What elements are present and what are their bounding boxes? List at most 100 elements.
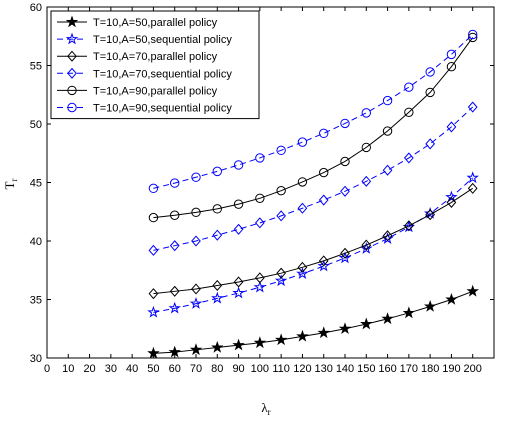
data-point	[170, 178, 180, 188]
data-point	[338, 251, 352, 264]
data-point	[253, 336, 267, 349]
data-point	[402, 306, 416, 319]
legend-marker	[65, 15, 79, 28]
data-point	[361, 175, 372, 187]
data-point	[274, 274, 288, 287]
data-point	[212, 166, 222, 177]
data-point	[276, 145, 286, 156]
legend-label: T=10,A=70,parallel policy	[93, 51, 218, 63]
legend-marker	[67, 50, 77, 62]
data-point	[296, 329, 309, 342]
data-point	[466, 284, 479, 297]
y-axis-title: Tr	[2, 179, 19, 190]
data-point	[254, 217, 265, 229]
data-point	[425, 67, 435, 77]
data-point	[467, 101, 478, 113]
data-point	[297, 261, 308, 273]
y-tick-label: 50	[30, 119, 42, 131]
y-axis: 30 35 40 45 50 55 60	[30, 2, 494, 365]
legend-entry: T=10,A=90,parallel policy	[57, 85, 218, 97]
data-point	[169, 285, 180, 297]
data-point	[169, 240, 180, 252]
data-point	[425, 87, 435, 98]
legend-label: T=10,A=90,sequential policy	[93, 103, 232, 115]
data-point	[276, 185, 286, 196]
data-point	[189, 297, 203, 309]
series-3	[148, 182, 478, 300]
data-point	[191, 207, 201, 218]
data-point	[445, 292, 458, 305]
data-point	[425, 138, 436, 150]
data-point	[147, 305, 160, 318]
series-line	[153, 37, 474, 219]
data-point	[148, 183, 159, 194]
data-point	[255, 193, 265, 203]
data-point	[468, 32, 478, 43]
x-tick-label: 140	[336, 363, 354, 375]
x-tick-label: 190	[442, 363, 460, 375]
data-point	[212, 204, 222, 214]
legend-entry: T=10,A=50,parallel policy	[57, 15, 218, 29]
data-point	[276, 210, 287, 222]
x-tick-label: 40	[126, 363, 138, 375]
x-tick-label: 80	[211, 363, 223, 375]
x-tick-label: 0	[44, 363, 50, 375]
data-point	[211, 340, 224, 353]
series-line	[153, 187, 473, 295]
data-point	[382, 164, 393, 176]
legend-marker	[67, 102, 77, 113]
legend-label: T=10,A=90,parallel policy	[93, 85, 218, 97]
data-point	[253, 280, 267, 293]
data-point	[340, 185, 350, 197]
data-point	[446, 196, 457, 208]
data-point	[319, 167, 329, 178]
data-point	[340, 247, 350, 259]
series-5	[148, 32, 478, 223]
data-point	[467, 182, 478, 194]
series-line	[153, 34, 474, 189]
legend-marker	[65, 32, 79, 45]
x-tick-label: 60	[169, 363, 181, 375]
x-tick-label: 150	[357, 363, 375, 375]
legend-box	[50, 10, 260, 120]
y-tick-label: 55	[30, 61, 42, 73]
legend-entry: T=10,A=50,sequential policy	[57, 32, 232, 46]
data-point	[340, 118, 350, 129]
data-point	[233, 223, 244, 235]
legend: T=10,A=50,parallel policy T=10,A=50,seque…	[50, 10, 260, 120]
data-point	[466, 171, 479, 184]
data-point	[147, 346, 160, 359]
y-tick-label: 60	[30, 2, 42, 14]
x-tick-label: 170	[400, 363, 418, 375]
data-point	[317, 326, 330, 339]
legend-label: T=10,A=70,sequential policy	[93, 68, 232, 80]
x-tick-label: 20	[83, 363, 95, 375]
data-point	[276, 267, 287, 279]
legend-label: T=10,A=50,parallel policy	[93, 17, 218, 29]
data-point	[297, 202, 308, 214]
x-tick-label: 100	[251, 363, 269, 375]
data-point	[361, 142, 371, 153]
data-point	[404, 107, 414, 118]
data-point	[403, 220, 414, 232]
data-point	[361, 108, 371, 118]
data-point	[211, 291, 224, 304]
x-tick-label: 30	[105, 363, 117, 375]
data-point	[148, 288, 159, 300]
data-point	[423, 206, 437, 219]
data-point	[360, 317, 373, 330]
data-point	[317, 259, 330, 272]
data-point	[233, 199, 244, 209]
y-tick-label: 45	[30, 178, 42, 190]
data-point	[297, 137, 308, 147]
data-point	[319, 128, 329, 139]
y-tick-label: 40	[30, 236, 42, 248]
data-point	[381, 312, 394, 325]
legend-entry: T=10,A=70,sequential policy	[57, 67, 232, 80]
data-point	[274, 333, 288, 346]
data-point	[318, 255, 329, 267]
data-point	[232, 338, 245, 351]
data-point	[148, 244, 159, 256]
data-point	[318, 194, 329, 206]
data-point	[296, 267, 309, 280]
